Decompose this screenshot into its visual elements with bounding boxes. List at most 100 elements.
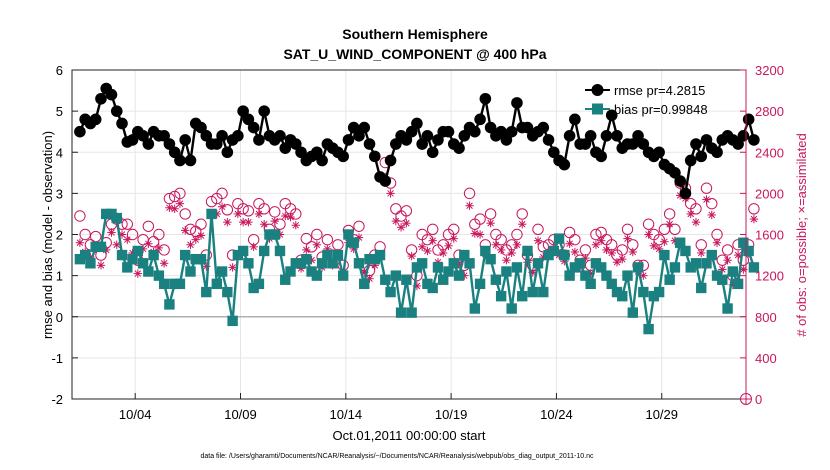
nobs-assimilated-marker (123, 235, 132, 244)
bias-point (617, 290, 628, 302)
nobs-assimilated-marker (302, 245, 311, 255)
rmse-point (390, 138, 402, 150)
nobs-assimilated-stroke (650, 242, 658, 250)
nobs-assimilated-marker (386, 189, 395, 198)
nobs-possible-marker (174, 187, 186, 200)
nobs-assimilated-stroke (187, 241, 194, 249)
bias-point (443, 266, 454, 277)
legend-rmse-label: rmse pr=4.2815 (614, 83, 705, 98)
x-tick-label: 10/24 (540, 407, 573, 422)
bias-point (127, 253, 138, 265)
nobs-assimilated-marker (254, 209, 264, 219)
bias-point (206, 208, 217, 220)
bias-point (653, 286, 665, 298)
rmse-point (732, 138, 744, 150)
rmse-point (89, 113, 102, 126)
nobs-assimilated-marker (75, 238, 85, 247)
bias-point (85, 258, 96, 269)
nobs-assimilated-stroke (450, 235, 458, 242)
nobs-assimilated-stroke (492, 241, 500, 249)
x-axis-label: Oct.01,2011 00:00:00 start (333, 428, 486, 443)
nobs-assimilated-marker (259, 220, 269, 229)
nobs-possible-marker (721, 244, 734, 256)
bias-point (706, 249, 717, 261)
rmse-point (384, 154, 397, 167)
nobs-assimilated-marker (623, 234, 632, 243)
chart-subtitle: SAT_U_WIND_COMPONENT @ 400 hPa (283, 46, 546, 62)
rmse-point (158, 130, 170, 142)
bias-point (432, 262, 444, 273)
nobs-assimilated-stroke (176, 200, 184, 207)
bias-point (253, 278, 265, 290)
bias-point (327, 258, 338, 269)
bias-point (322, 249, 333, 261)
bias-point (690, 258, 702, 269)
y-tick-label: -1 (51, 351, 63, 366)
rmse-point (442, 125, 455, 138)
nobs-assimilated-stroke (145, 240, 152, 248)
bias-point (353, 258, 365, 269)
rmse-point (242, 113, 255, 126)
nobs-assimilated-marker (475, 230, 485, 239)
rmse-point (469, 125, 481, 138)
nobs-assimilated-marker (144, 239, 153, 248)
rmse-point (279, 142, 292, 154)
nobs-assimilated-marker (512, 240, 522, 249)
rmse-point (168, 146, 181, 159)
rmse-point (474, 113, 486, 126)
nobs-assimilated-stroke (592, 241, 600, 249)
bias-point (632, 262, 644, 273)
nobs-assimilated-marker (233, 209, 243, 219)
nobs-assimilated-marker (712, 238, 722, 247)
nobs-assimilated-stroke (666, 220, 673, 228)
bias-point (517, 290, 528, 302)
nobs-assimilated-stroke (534, 237, 542, 244)
legend-bias-marker (592, 103, 603, 115)
nobs-assimilated-marker (491, 240, 501, 249)
nobs-assimilated-stroke (155, 244, 163, 252)
nobs-assimilated-marker (249, 242, 258, 252)
rmse-point (558, 158, 571, 171)
rmse-point (748, 134, 760, 146)
rmse-point (295, 146, 307, 159)
nobs-assimilated-marker (702, 195, 711, 204)
nobs-assimilated-stroke (724, 256, 731, 264)
bias-point (574, 258, 586, 269)
nobs-assimilated-stroke (571, 248, 579, 256)
nobs-assimilated-marker (496, 245, 506, 255)
bias-point (459, 249, 470, 261)
bias-point (74, 253, 86, 265)
nobs-assimilated-stroke (466, 202, 473, 210)
nobs-assimilated-stroke (160, 259, 168, 267)
nobs-assimilated-stroke (108, 229, 115, 236)
nobs-assimilated-marker (644, 230, 653, 239)
rmse-point (237, 105, 249, 117)
nobs-assimilated-stroke (503, 256, 510, 264)
bias-point (158, 278, 170, 290)
nobs-assimilated-marker (486, 218, 495, 228)
nobs-assimilated-marker (133, 269, 143, 278)
bias-point (390, 270, 402, 281)
rmse-point (211, 138, 223, 150)
y-right-tick-label: 2800 (755, 104, 784, 119)
bias-point (606, 278, 617, 290)
bias-point (532, 258, 544, 269)
rmse-point (163, 138, 176, 150)
chart-title: Southern Hemisphere (342, 26, 488, 42)
rmse-point (653, 146, 665, 159)
rmse-point (379, 175, 392, 187)
nobs-assimilated-stroke (429, 237, 436, 244)
nobs-assimilated-marker (628, 247, 637, 257)
nobs-assimilated-marker (159, 259, 169, 268)
bias-point (669, 262, 681, 273)
rmse-point (95, 92, 107, 105)
bias-point (659, 249, 670, 261)
rmse-point (400, 134, 413, 146)
rmse-point (426, 146, 439, 159)
nobs-possible-marker (511, 228, 523, 241)
nobs-assimilated-stroke (655, 245, 663, 253)
data-file-note: data file: /Users/gharamti/Documents/NCA… (200, 453, 594, 460)
bias-point (585, 278, 596, 290)
nobs-assimilated-stroke (708, 211, 716, 219)
